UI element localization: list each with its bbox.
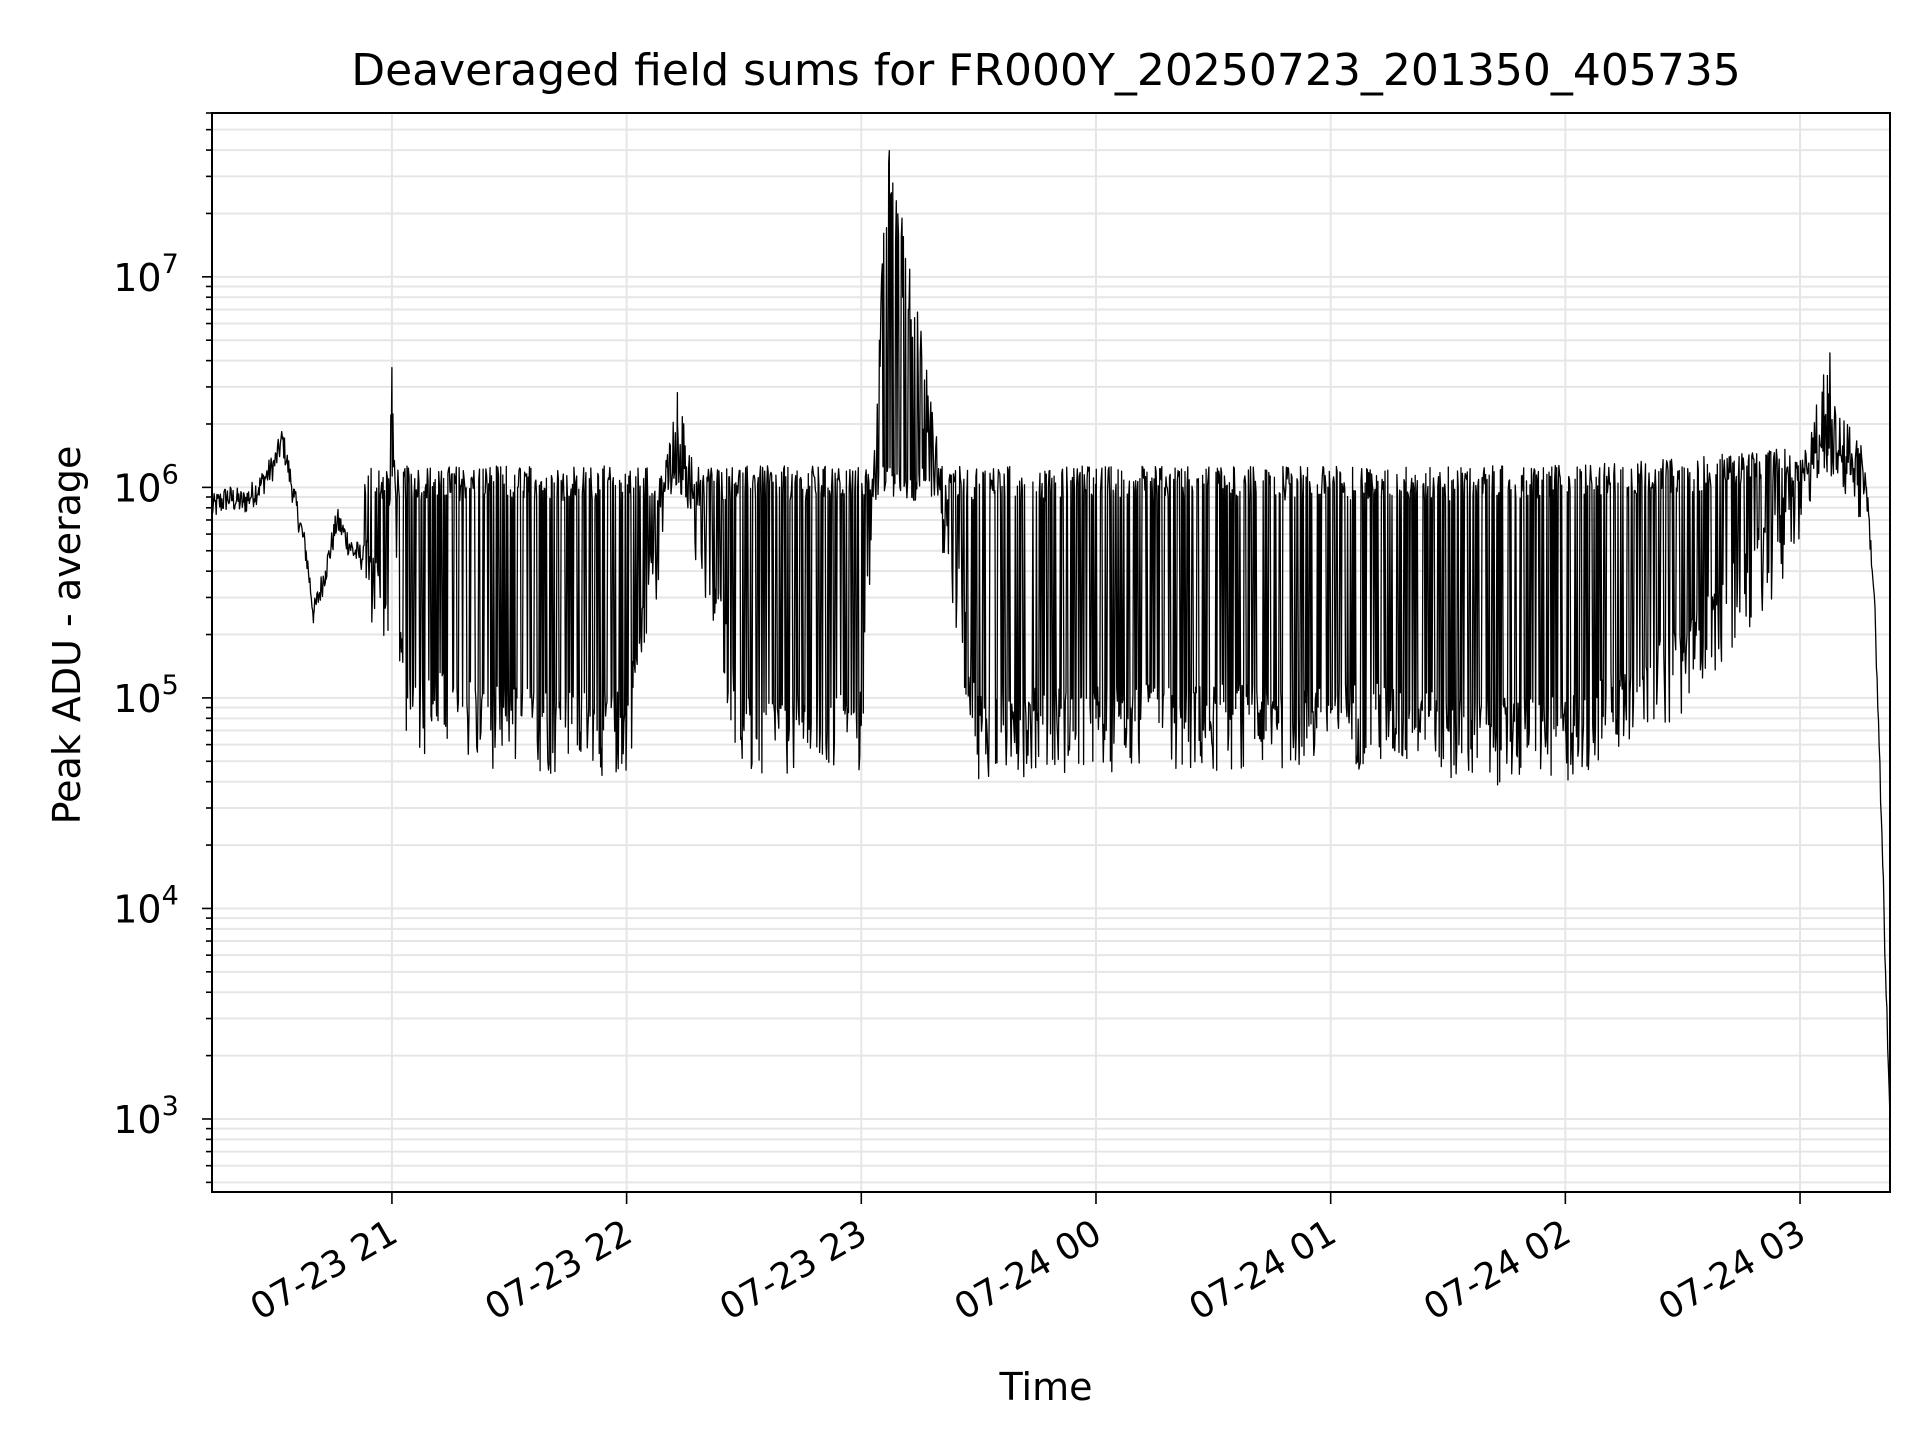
- x-tick-label: 07-23 21: [244, 1212, 405, 1328]
- series-line: [211, 149, 1891, 1129]
- y-axis-label: Peak ADU - average: [45, 446, 89, 825]
- y-tick-label: 106: [113, 459, 179, 510]
- x-tick-label: 07-24 03: [1652, 1212, 1813, 1328]
- y-tick-label: 104: [113, 880, 179, 931]
- x-tick-label: 07-24 02: [1417, 1212, 1578, 1328]
- chart-title: Deaveraged field sums for FR000Y_2025072…: [351, 45, 1741, 96]
- x-tick-label: 07-24 00: [948, 1212, 1109, 1328]
- y-tick-label: 107: [113, 249, 179, 300]
- x-tick-label: 07-23 23: [713, 1212, 874, 1328]
- plot-frame: [211, 112, 1891, 1193]
- plot-area: [211, 149, 1891, 1129]
- y-tick-label: 105: [113, 670, 179, 721]
- y-tick-label: 103: [113, 1091, 179, 1142]
- x-tick-label: 07-23 22: [478, 1212, 639, 1328]
- x-tick-label: 07-24 01: [1182, 1212, 1343, 1328]
- x-axis-label: Time: [999, 1365, 1093, 1409]
